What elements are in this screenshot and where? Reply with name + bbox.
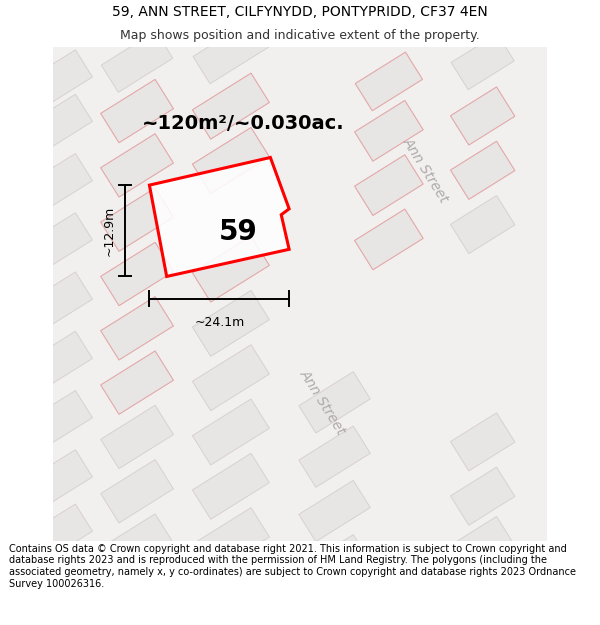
Polygon shape <box>299 481 370 542</box>
Polygon shape <box>101 514 173 578</box>
Polygon shape <box>193 291 269 356</box>
Polygon shape <box>193 20 269 84</box>
Polygon shape <box>193 508 269 574</box>
Polygon shape <box>101 405 173 469</box>
Polygon shape <box>34 154 92 207</box>
Polygon shape <box>34 94 92 148</box>
Text: Ann Street: Ann Street <box>400 135 451 206</box>
Polygon shape <box>101 188 173 251</box>
Polygon shape <box>34 391 92 444</box>
Text: 59: 59 <box>219 218 257 246</box>
Text: Map shows position and indicative extent of the property.: Map shows position and indicative extent… <box>120 29 480 42</box>
Polygon shape <box>355 101 423 161</box>
Polygon shape <box>451 467 515 525</box>
Polygon shape <box>34 50 92 103</box>
Polygon shape <box>299 535 370 596</box>
Polygon shape <box>451 516 515 574</box>
Polygon shape <box>193 236 269 302</box>
Polygon shape <box>193 127 269 193</box>
Polygon shape <box>193 453 269 519</box>
Polygon shape <box>101 31 173 92</box>
Polygon shape <box>241 269 409 541</box>
Polygon shape <box>355 52 422 111</box>
Polygon shape <box>451 87 515 145</box>
Polygon shape <box>193 399 269 465</box>
Polygon shape <box>355 155 423 216</box>
Polygon shape <box>101 297 173 360</box>
Text: 59, ANN STREET, CILFYNYDD, PONTYPRIDD, CF37 4EN: 59, ANN STREET, CILFYNYDD, PONTYPRIDD, C… <box>112 5 488 19</box>
Polygon shape <box>320 37 557 432</box>
Polygon shape <box>193 345 269 411</box>
Polygon shape <box>451 413 515 471</box>
Polygon shape <box>355 209 423 270</box>
Text: Ann Street: Ann Street <box>297 368 348 438</box>
Polygon shape <box>193 73 269 139</box>
Text: Contains OS data © Crown copyright and database right 2021. This information is : Contains OS data © Crown copyright and d… <box>9 544 576 589</box>
Polygon shape <box>34 272 92 326</box>
Polygon shape <box>101 459 173 523</box>
Polygon shape <box>149 158 289 276</box>
Polygon shape <box>101 242 173 306</box>
Polygon shape <box>101 79 173 142</box>
Text: ~24.1m: ~24.1m <box>194 316 244 329</box>
Polygon shape <box>451 34 514 89</box>
Polygon shape <box>451 196 515 254</box>
Polygon shape <box>34 504 92 558</box>
Text: ~12.9m: ~12.9m <box>103 206 116 256</box>
Polygon shape <box>299 426 370 488</box>
Polygon shape <box>34 331 92 384</box>
Polygon shape <box>34 450 92 503</box>
Polygon shape <box>101 351 173 414</box>
Polygon shape <box>299 372 370 433</box>
Polygon shape <box>101 134 173 197</box>
Polygon shape <box>34 213 92 266</box>
Polygon shape <box>451 141 515 199</box>
Text: ~120m²/~0.030ac.: ~120m²/~0.030ac. <box>142 114 344 133</box>
